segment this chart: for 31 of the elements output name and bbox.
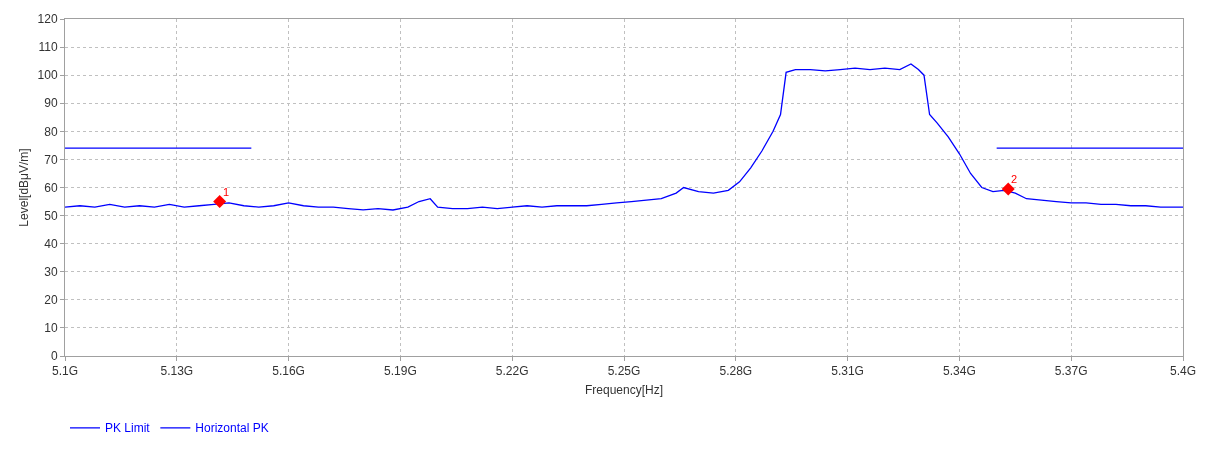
annotation: 1 <box>223 186 230 198</box>
y-tick-label: 10 <box>44 321 58 336</box>
legend-label: PK Limit <box>105 421 151 436</box>
y-tick-label: 120 <box>37 12 58 27</box>
y-tick-label: 20 <box>44 293 58 308</box>
x-tick-label: 5.25G <box>607 364 641 379</box>
y-tick-label: 40 <box>44 236 58 251</box>
y-axis-title: Level[dBμV/m] <box>16 148 31 227</box>
line-series <box>65 63 1183 211</box>
y-tick-label: 80 <box>44 124 58 139</box>
y-tick-label: 50 <box>44 208 58 223</box>
y-tick-label: 110 <box>38 40 58 55</box>
annotation: 2 <box>1011 173 1018 185</box>
x-tick-label: 5.22G <box>495 364 529 379</box>
x-tick-label: 5.37G <box>1054 364 1088 379</box>
legend-label: Horizontal PK <box>195 421 269 436</box>
x-tick-label: 5.1G <box>51 364 79 379</box>
x-tick-label: 5.16G <box>272 364 305 379</box>
y-tick-label: 0 <box>50 349 58 364</box>
x-tick-label: 5.34G <box>943 364 976 379</box>
y-tick-label: 100 <box>37 68 58 83</box>
x-tick-label: 5.13G <box>160 364 194 379</box>
x-axis-title: Frequency[Hz] <box>584 383 664 398</box>
x-tick-label: 5.28G <box>719 364 753 379</box>
y-tick-label: 30 <box>44 264 58 279</box>
y-tick-label: 90 <box>44 96 58 111</box>
x-tick-label: 5.31G <box>831 364 864 379</box>
y-tick-label: 60 <box>44 180 58 195</box>
y-tick-label: 70 <box>44 152 58 167</box>
x-tick-label: 5.4G <box>1169 364 1197 379</box>
x-tick-label: 5.19G <box>384 364 417 379</box>
